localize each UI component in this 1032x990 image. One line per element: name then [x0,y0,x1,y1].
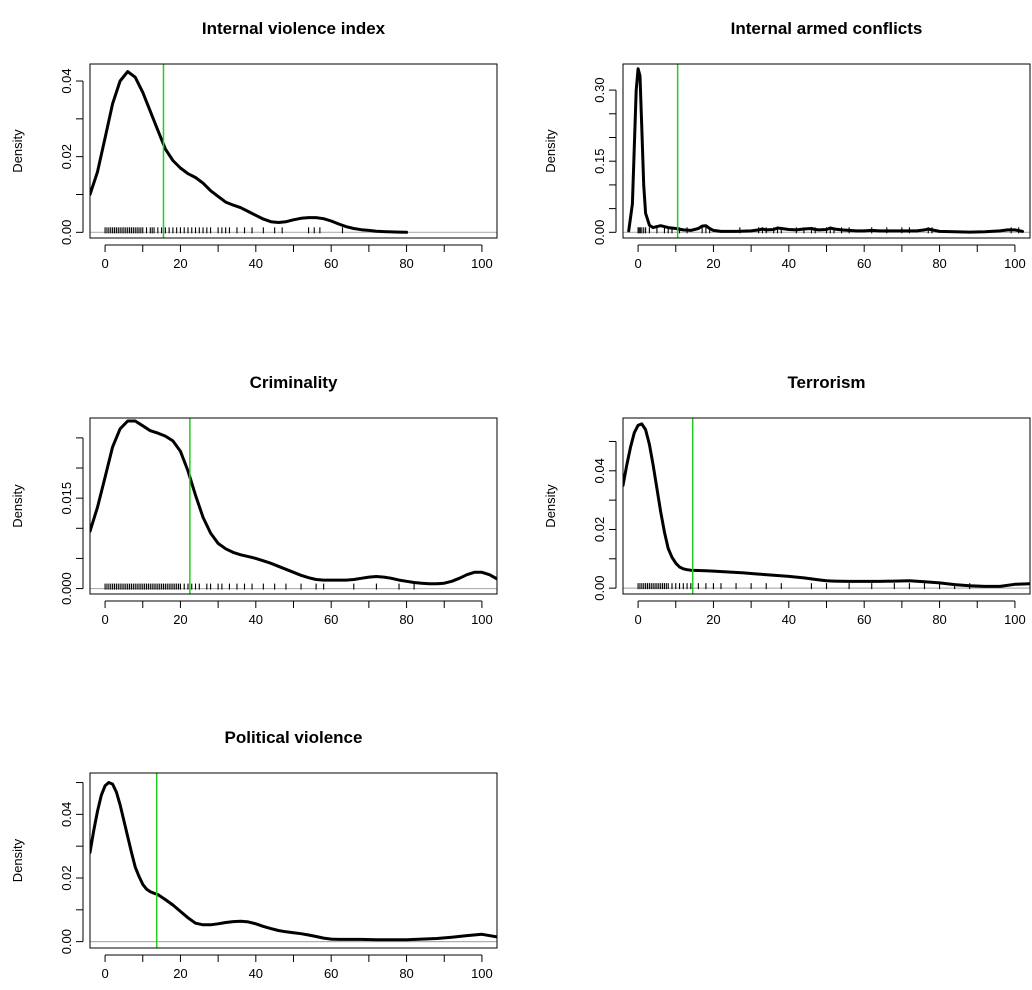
y-axis: 0.000 0.015 [59,437,84,605]
x-tick-label: 40 [782,256,796,271]
panel-3: Terrorism Density 0 20 40 60 80 100 0.00 0.02 0.04 [543,373,1031,627]
y-tick-label: 0.00 [592,220,607,245]
x-tick-label: 100 [471,966,493,981]
y-tick-label: 0.02 [59,144,74,169]
y-axis: 0.00 0.02 0.04 [592,440,617,601]
x-tick-label: 100 [1004,256,1026,271]
x-axis: 0 20 40 60 80 100 [634,600,1026,627]
chart-title: Internal violence index [202,19,386,38]
x-tick-label: 20 [706,256,720,271]
panel-0: Internal violence index Density 0 20 40 60 80 1… [10,19,498,271]
y-tick-label: 0.02 [59,865,74,890]
y-axis: 0.00 0.02 0.04 [59,68,84,245]
y-tick-label: 0.30 [592,77,607,102]
plot-frame [622,417,1031,595]
y-tick-label: 0.04 [59,68,74,93]
chart-title: Political violence [225,728,363,747]
x-axis: 0 20 40 60 80 100 [101,600,493,627]
x-tick-label: 80 [932,256,946,271]
x-tick-label: 20 [173,966,187,981]
x-tick-label: 20 [173,612,187,627]
plot-frame [89,772,498,949]
panel-2: Criminality Density 0 20 40 60 80 100 0.000 0.015 [10,373,498,627]
y-axis-label: Density [543,129,558,173]
chart-title: Internal armed conflicts [731,19,923,38]
y-tick-label: 0.00 [59,929,74,954]
plot-frame [622,63,1031,239]
y-axis-label: Density [10,838,25,882]
chart-title: Criminality [250,373,338,392]
x-axis: 0 20 40 60 80 100 [634,244,1026,271]
x-tick-label: 100 [1004,612,1026,627]
x-tick-label: 20 [706,612,720,627]
y-tick-label: 0.04 [59,802,74,827]
density-curve [90,419,497,586]
panel-1: Internal armed conflicts Density 0 20 40 60 80… [543,19,1031,271]
y-axis-label: Density [10,484,25,528]
x-tick-label: 60 [857,256,871,271]
x-tick-label: 40 [249,612,263,627]
x-tick-label: 80 [932,612,946,627]
density-curve [90,70,409,234]
x-tick-label: 0 [634,612,641,627]
plot-frame [89,417,498,595]
y-tick-label: 0.000 [59,572,74,605]
x-tick-label: 60 [857,612,871,627]
x-tick-label: 80 [399,966,413,981]
chart-title: Terrorism [787,373,865,392]
x-axis: 0 20 40 60 80 100 [101,244,493,271]
x-tick-label: 40 [782,612,796,627]
x-tick-label: 0 [101,612,108,627]
x-tick-label: 0 [101,256,108,271]
density-curve [90,781,497,942]
x-tick-label: 80 [399,256,413,271]
y-axis-label: Density [10,129,25,173]
plot-frame [89,63,498,239]
y-tick-label: 0.015 [59,482,74,515]
x-tick-label: 60 [324,966,338,981]
x-tick-label: 20 [173,256,187,271]
panel-4: Political violence Density 0 20 40 60 80 100 0.0… [10,728,498,981]
y-axis-label: Density [543,484,558,528]
y-tick-label: 0.00 [592,575,607,600]
x-tick-label: 100 [471,256,493,271]
x-tick-label: 40 [249,966,263,981]
x-tick-label: 60 [324,612,338,627]
density-curve [627,67,1024,234]
y-axis: 0.00 0.02 0.04 [59,782,84,954]
x-axis: 0 20 40 60 80 100 [101,954,493,981]
x-tick-label: 0 [634,256,641,271]
x-tick-label: 100 [471,612,493,627]
x-tick-label: 60 [324,256,338,271]
y-tick-label: 0.02 [592,517,607,542]
y-tick-label: 0.00 [59,220,74,245]
x-tick-label: 0 [101,966,108,981]
y-axis: 0.00 0.15 0.30 [592,77,617,245]
x-tick-label: 80 [399,612,413,627]
y-tick-label: 0.15 [592,149,607,174]
x-tick-label: 40 [249,256,263,271]
density-curve [623,422,1030,588]
y-tick-label: 0.04 [592,458,607,483]
